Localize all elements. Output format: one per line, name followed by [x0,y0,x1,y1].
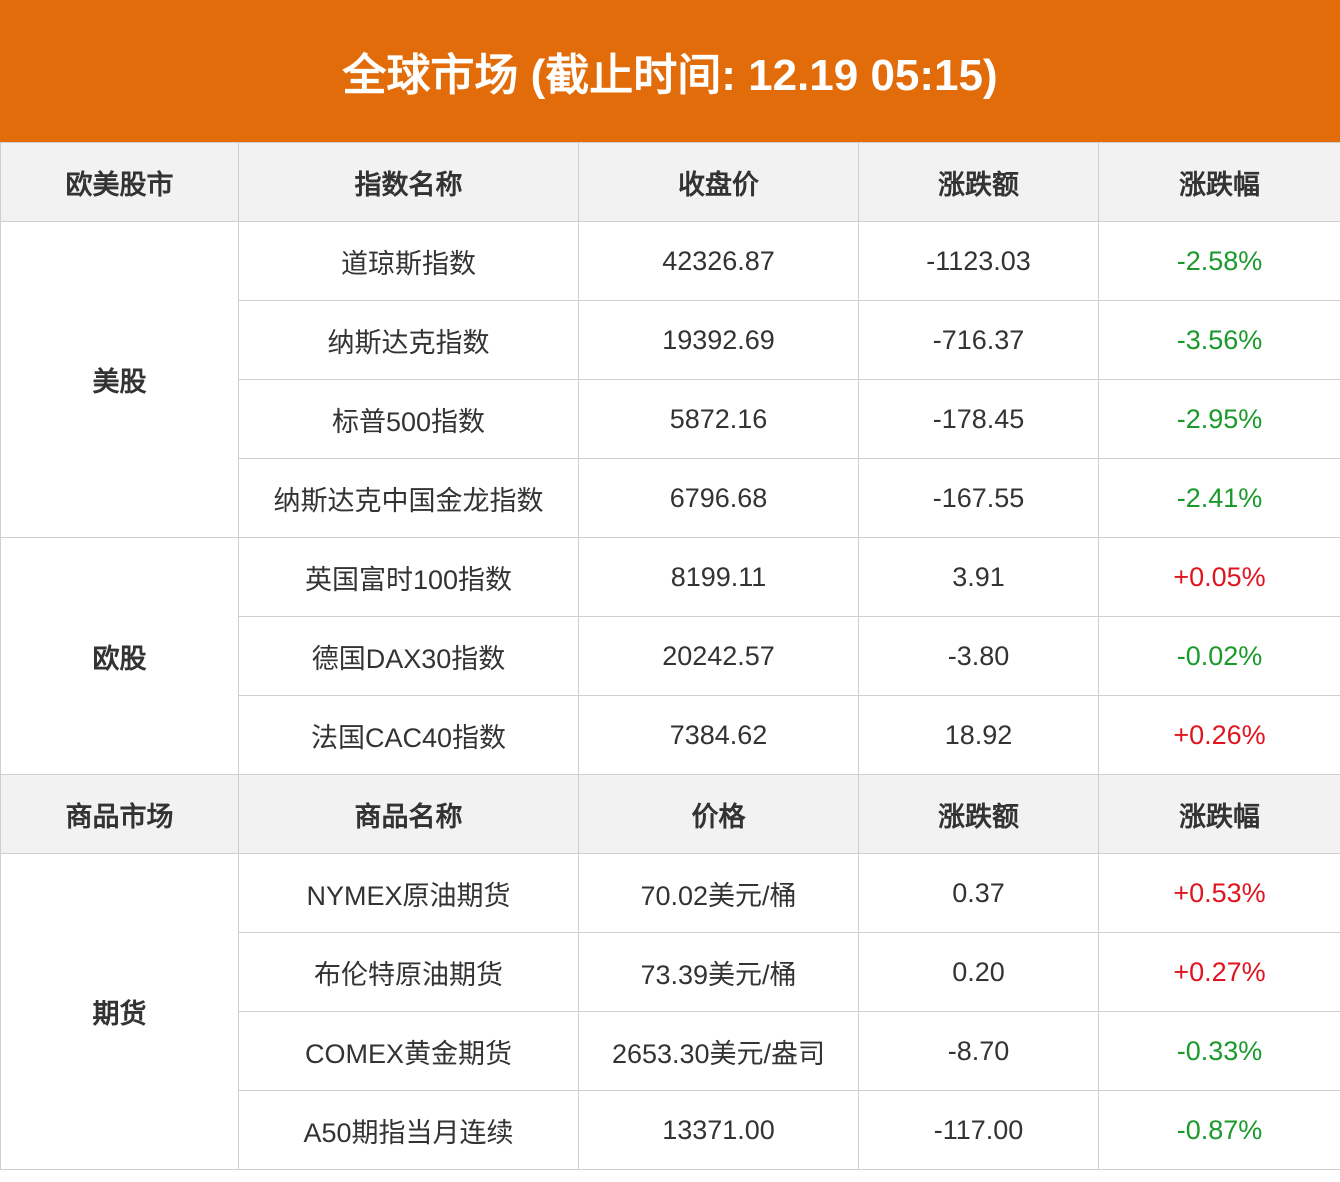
data-row: 布伦特原油期货 73.39美元/桶 0.20 +0.27% [1,932,1340,1012]
change-pct: -0.02% [1098,616,1340,696]
price: 8199.11 [578,537,859,617]
item-name: 法国CAC40指数 [238,695,579,775]
change: -167.55 [858,458,1099,538]
price: 73.39美元/桶 [578,932,859,1012]
group-name: 欧股 [0,537,239,775]
data-row: 期货 NYMEX原油期货 70.02美元/桶 0.37 +0.53% [0,853,1340,1170]
change-pct: +0.26% [1098,695,1340,775]
banner: 全球市场 (截止时间: 12.19 05:15) [0,0,1340,142]
change: -8.70 [858,1011,1099,1091]
table-body: 欧美股市 指数名称 收盘价 涨跌额 涨跌幅 美股 道琼斯指数 42326.87 -1123.03… [0,142,1340,1170]
group-name: 美股 [0,221,239,538]
change: -3.80 [858,616,1099,696]
header-cell: 涨跌幅 [1098,142,1340,222]
item-name: 纳斯达克中国金龙指数 [238,458,579,538]
header-cell: 涨跌额 [858,142,1099,222]
change: -178.45 [858,379,1099,459]
market-table: 欧美股市 指数名称 收盘价 涨跌额 涨跌幅 美股 道琼斯指数 42326.87 -1123.03… [0,142,1340,1170]
price: 2653.30美元/盎司 [578,1011,859,1091]
data-row: A50期指当月连续 13371.00 -117.00 -0.87% [1,1090,1340,1170]
page-title: 全球市场 (截止时间: 12.19 05:15) [342,51,998,100]
change-pct: -0.33% [1098,1011,1340,1091]
item-name: A50期指当月连续 [238,1090,579,1170]
price: 13371.00 [578,1090,859,1170]
header-row: 商品市场 商品名称 价格 涨跌额 涨跌幅 [0,774,1340,854]
group-name: 期货 [0,853,239,1170]
change-pct: -0.87% [1098,1090,1340,1170]
item-name: NYMEX原油期货 [238,853,579,933]
header-row: 欧美股市 指数名称 收盘价 涨跌额 涨跌幅 [0,142,1340,222]
change-pct: +0.27% [1098,932,1340,1012]
change-pct: -2.95% [1098,379,1340,459]
data-row: 德国DAX30指数 20242.57 -3.80 -0.02% [1,616,1340,696]
header-cell: 指数名称 [238,142,579,222]
data-row: 欧股 英国富时100指数 8199.11 3.91 +0.05% [0,537,1340,775]
data-row: 美股 道琼斯指数 42326.87 -1123.03 -2.58% [0,221,1340,538]
price: 70.02美元/桶 [578,853,859,933]
change: 3.91 [858,537,1099,617]
header-cell: 收盘价 [578,142,859,222]
price: 5872.16 [578,379,859,459]
item-name: COMEX黄金期货 [238,1011,579,1091]
data-row: COMEX黄金期货 2653.30美元/盎司 -8.70 -0.33% [1,1011,1340,1091]
data-row: 纳斯达克中国金龙指数 6796.68 -167.55 -2.41% [1,458,1340,538]
header-cell: 商品名称 [238,774,579,854]
header-cell: 欧美股市 [0,142,239,222]
price: 7384.62 [578,695,859,775]
change-pct: +0.05% [1098,537,1340,617]
data-row: 法国CAC40指数 7384.62 18.92 +0.26% [1,695,1340,775]
change: 0.20 [858,932,1099,1012]
change-pct: -2.58% [1098,221,1340,301]
change: 18.92 [858,695,1099,775]
data-row: 标普500指数 5872.16 -178.45 -2.95% [1,379,1340,459]
price: 19392.69 [578,300,859,380]
change-pct: -3.56% [1098,300,1340,380]
change: -1123.03 [858,221,1099,301]
price: 6796.68 [578,458,859,538]
change-pct: +0.53% [1098,853,1340,933]
change: -716.37 [858,300,1099,380]
item-name: 德国DAX30指数 [238,616,579,696]
header-cell: 价格 [578,774,859,854]
header-cell: 涨跌幅 [1098,774,1340,854]
price: 20242.57 [578,616,859,696]
item-name: 布伦特原油期货 [238,932,579,1012]
item-name: 道琼斯指数 [238,221,579,301]
item-name: 纳斯达克指数 [238,300,579,380]
item-name: 标普500指数 [238,379,579,459]
change-pct: -2.41% [1098,458,1340,538]
item-name: 英国富时100指数 [238,537,579,617]
change: 0.37 [858,853,1099,933]
price: 42326.87 [578,221,859,301]
header-cell: 商品市场 [0,774,239,854]
header-cell: 涨跌额 [858,774,1099,854]
change: -117.00 [858,1090,1099,1170]
